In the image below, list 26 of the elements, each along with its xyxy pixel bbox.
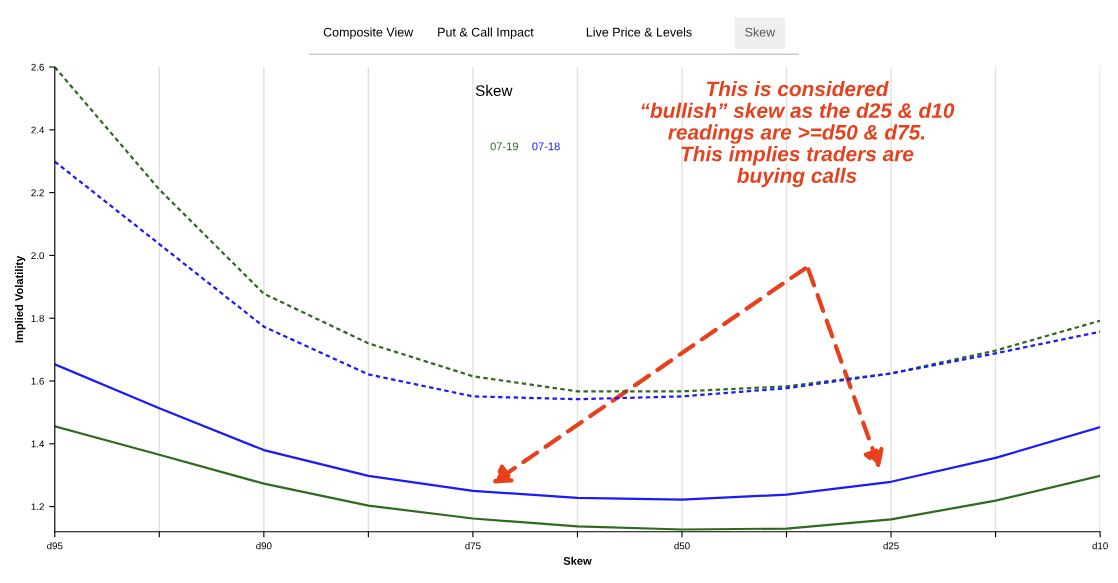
text: 07-19 — [490, 142, 518, 151]
y-tick-label: 2.2 — [31, 189, 44, 197]
x-tick-label: d25 — [883, 542, 899, 550]
y-tick-label: 1.4 — [31, 440, 45, 448]
x-tick-label: d95 — [47, 542, 63, 550]
y-tick-label: 1.6 — [31, 377, 44, 385]
text: 07-18 — [532, 142, 560, 151]
y-tick-label: 2.4 — [31, 126, 45, 134]
y-tick-label: 2.6 — [31, 63, 44, 71]
line-series — [54, 363, 1101, 501]
y-tick-label: 2.0 — [31, 252, 44, 260]
text: Skew — [745, 27, 776, 37]
x-tick-label: d50 — [674, 542, 690, 550]
line-series — [54, 67, 1101, 393]
text: Skew — [475, 84, 513, 97]
annotation: This is considered “bullish” skew as the d25 & d10 readings are >=d50 & d75. This implies traders are buying calls — [641, 80, 955, 188]
x-tick-label: d90 — [256, 542, 272, 550]
y-axis-title: Implied Volatility — [14, 255, 26, 343]
x-axis-title: Skew — [563, 556, 592, 565]
x-tick-label: d10 — [1092, 542, 1108, 550]
y-tick-label: 1.8 — [31, 314, 44, 322]
text: Composite View — [323, 27, 414, 40]
text: Live Price & Levels — [586, 27, 692, 37]
x-tick-label: d75 — [465, 542, 481, 550]
y-tick-label: 1.2 — [31, 503, 44, 511]
text: Put & Call Impact — [438, 27, 534, 40]
